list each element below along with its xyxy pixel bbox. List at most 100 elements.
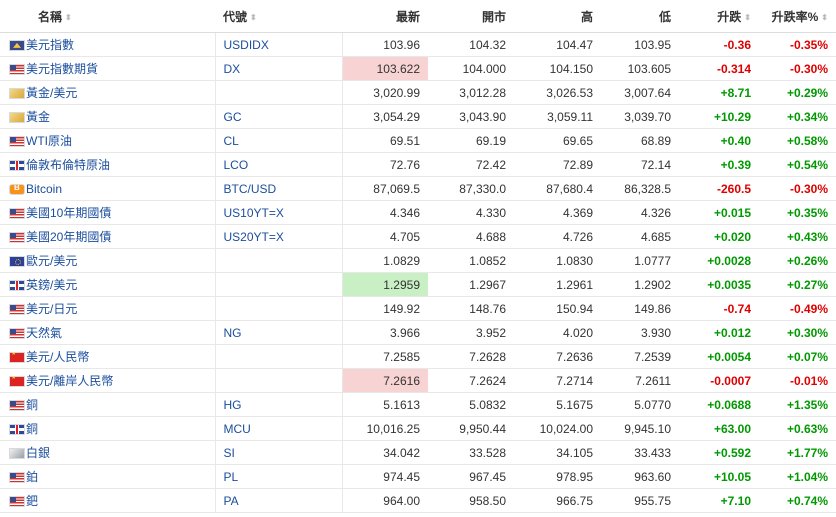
name-cell[interactable]: 銅 [26, 416, 215, 441]
column-header-name[interactable]: 名稱 ⬍ [0, 0, 215, 33]
symbol-cell[interactable]: CL [214, 128, 342, 153]
symbol-cell[interactable]: HG [214, 392, 342, 417]
symbol-link[interactable]: GC [223, 109, 242, 124]
name-cell[interactable]: 美元指數 [26, 32, 215, 57]
table-row[interactable]: 英鎊/美元 1.2959 1.2967 1.2961 1.2902 +0.0035 +0.2… [0, 272, 836, 297]
table-row[interactable]: 黃金/美元 3,020.99 3,012.28 3,026.53 3,007.64 +8.… [0, 80, 836, 105]
symbol-cell[interactable]: DX [214, 56, 342, 81]
symbol-link[interactable]: USDIDX [223, 37, 269, 52]
table-row[interactable]: 美國10年期國債 US10YT=X 4.346 4.330 4.369 4.326 +0.0… [0, 200, 836, 225]
table-row[interactable]: 美元/日元 149.92 148.76 150.94 149.86 -0.74 -0.49% [0, 296, 836, 321]
name-cell[interactable]: 鈀 [26, 488, 215, 513]
name-cell[interactable]: 倫敦布倫特原油 [26, 152, 215, 177]
name-cell[interactable]: 英鎊/美元 [26, 272, 215, 297]
instrument-name-link[interactable]: 鈀 [26, 494, 39, 508]
symbol-cell[interactable]: NG [214, 320, 342, 345]
column-header-change-pct[interactable]: 升跌率% ⬍ [759, 0, 836, 33]
instrument-name-link[interactable]: 天然氣 [26, 326, 63, 340]
symbol-cell[interactable]: GC [214, 104, 342, 129]
column-header-last[interactable]: 最新 [342, 0, 428, 33]
symbol-cell[interactable]: LCO [214, 152, 342, 177]
name-cell[interactable]: 鉑 [26, 464, 215, 489]
symbol-cell[interactable]: US20YT=X [214, 224, 342, 249]
name-cell[interactable]: 白銀 [26, 440, 215, 465]
symbol-cell[interactable]: MCU [214, 416, 342, 441]
instrument-name-link[interactable]: 黃金/美元 [26, 86, 78, 100]
symbol-cell[interactable]: PA [214, 488, 342, 513]
name-cell[interactable]: 美國20年期國債 [26, 224, 215, 249]
table-row[interactable]: 美元/人民幣 7.25857.26287.26367.2539+0.0054+0.… [0, 344, 836, 369]
instrument-name-link[interactable]: 美國10年期國債 [26, 206, 112, 220]
instrument-name-link[interactable]: 鉑 [26, 470, 39, 484]
symbol-link[interactable]: NG [223, 325, 242, 340]
name-cell[interactable]: 黃金/美元 [26, 80, 215, 105]
name-cell[interactable]: 美元/日元 [26, 296, 215, 321]
symbol-cell[interactable] [214, 368, 342, 393]
table-row[interactable]: 倫敦布倫特原油 LCO 72.76 72.42 72.89 72.14 +0.39 +0.54… [0, 152, 836, 177]
name-cell[interactable]: WTI原油 [26, 128, 215, 153]
table-row[interactable]: 黃金 GC 3,054.29 3,043.90 3,059.11 3,039.70 +10.… [0, 104, 836, 129]
symbol-link[interactable]: HG [223, 397, 242, 412]
instrument-name-link[interactable]: 英鎊/美元 [26, 278, 78, 292]
instrument-name-link[interactable]: 黃金 [26, 110, 51, 124]
instrument-name-link[interactable]: 美元指數 [26, 38, 75, 52]
symbol-link[interactable]: CL [223, 133, 239, 148]
symbol-cell[interactable]: USDIDX [214, 32, 342, 57]
instrument-name-link[interactable]: 美國20年期國債 [26, 230, 112, 244]
name-cell[interactable]: 美國10年期國債 [26, 200, 215, 225]
name-cell[interactable]: 銅 [26, 392, 215, 417]
instrument-name-link[interactable]: 美元/人民幣 [26, 350, 90, 364]
instrument-name-link[interactable]: 美元指數期貨 [26, 62, 99, 76]
symbol-cell[interactable]: SI [214, 440, 342, 465]
table-row[interactable]: 美國20年期國債 US20YT=X 4.705 4.688 4.726 4.685 +0.0… [0, 224, 836, 249]
table-row[interactable]: 天然氣 NG 3.966 3.952 4.020 3.930 +0.012 +0.30% [0, 320, 836, 345]
symbol-cell[interactable]: US10YT=X [214, 200, 342, 225]
instrument-name-link[interactable]: 倫敦布倫特原油 [26, 158, 111, 172]
symbol-link[interactable]: MCU [223, 421, 251, 436]
name-cell[interactable]: 美元/人民幣 [26, 344, 215, 369]
symbol-link[interactable]: PL [223, 469, 239, 484]
name-cell[interactable]: Bitcoin [26, 176, 215, 201]
symbol-cell[interactable]: PL [214, 464, 342, 489]
instrument-name-link[interactable]: 美元/離岸人民幣 [26, 374, 114, 388]
column-header-change[interactable]: 升跌 ⬍ [679, 0, 759, 33]
column-header-open[interactable]: 開市 [428, 0, 514, 33]
table-row[interactable]: 美元指數期貨 DX 103.622 104.000 104.150 103.605 -0.3… [0, 56, 836, 81]
name-cell[interactable]: 歐元/美元 [26, 248, 215, 273]
symbol-cell[interactable] [214, 248, 342, 273]
name-cell[interactable]: 美元/離岸人民幣 [26, 368, 215, 393]
instrument-name-link[interactable]: 銅 [26, 398, 39, 412]
symbol-cell[interactable] [214, 272, 342, 297]
symbol-cell[interactable] [214, 296, 342, 321]
instrument-name-link[interactable]: Bitcoin [26, 181, 63, 196]
table-row[interactable]: 銅 MCU 10,016.25 9,950.44 10,024.00 9,945.10 +6… [0, 416, 836, 441]
table-row[interactable]: 白銀 SI 34.042 33.528 34.105 33.433 +0.592 +1.77% [0, 440, 836, 465]
table-row[interactable]: 鉑 PL 974.45 967.45 978.95 963.60 +10.05 +1.04% [0, 464, 836, 489]
table-row[interactable]: 美元/離岸人民幣 7.26167.26247.27147.2611-0.0007-… [0, 368, 836, 393]
table-row[interactable]: 美元指數 USDIDX 103.96 104.32 104.47 103.95 -0.36-… [0, 32, 836, 57]
table-row[interactable]: 歐元/美元 1.0829 1.0852 1.0830 1.0777 +0.0028 +0.2… [0, 248, 836, 273]
name-cell[interactable]: 黃金 [26, 104, 215, 129]
name-cell[interactable]: 天然氣 [26, 320, 215, 345]
symbol-link[interactable]: US20YT=X [223, 229, 284, 244]
column-header-symbol[interactable]: 代號 ⬍ [215, 0, 342, 33]
symbol-link[interactable]: LCO [223, 157, 249, 172]
column-header-low[interactable]: 低 [601, 0, 679, 33]
symbol-cell[interactable]: BTC/USD [214, 176, 342, 201]
instrument-name-link[interactable]: WTI原油 [26, 134, 72, 148]
table-row[interactable]: Bitcoin BTC/USD 87,069.587,330.087,680.486… [0, 176, 836, 201]
instrument-name-link[interactable]: 銅 [26, 422, 39, 436]
symbol-link[interactable]: DX [223, 61, 241, 76]
name-cell[interactable]: 美元指數期貨 [26, 56, 215, 81]
instrument-name-link[interactable]: 歐元/美元 [26, 254, 78, 268]
symbol-link[interactable]: BTC/USD [223, 181, 277, 196]
symbol-cell[interactable] [214, 80, 342, 105]
instrument-name-link[interactable]: 美元/日元 [26, 302, 78, 316]
table-row[interactable]: 銅 HG 5.1613 5.0832 5.1675 5.0770 +0.0688 +1.35% [0, 392, 836, 417]
symbol-link[interactable]: PA [223, 493, 239, 508]
column-header-high[interactable]: 高 [514, 0, 601, 33]
instrument-name-link[interactable]: 白銀 [26, 446, 51, 460]
symbol-cell[interactable] [214, 344, 342, 369]
table-row[interactable]: WTI原油 CL 69.51 69.19 69.65 68.89 +0.40 +0.58% [0, 128, 836, 153]
table-row[interactable]: 鈀 PA 964.00 958.50 966.75 955.75 +7.10 +0.74% [0, 488, 836, 513]
